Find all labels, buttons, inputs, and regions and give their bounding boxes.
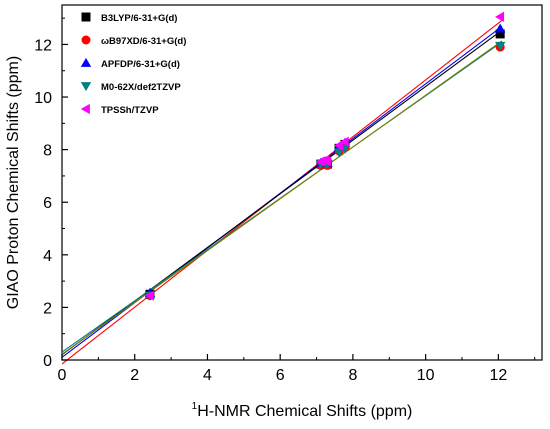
data-point xyxy=(495,41,506,51)
y-tick-label: 10 xyxy=(34,90,52,107)
plot-area xyxy=(61,4,543,365)
y-tick-label: 12 xyxy=(34,37,52,54)
legend-label: TPSSh/TZVP xyxy=(101,105,159,116)
data-point xyxy=(315,156,325,167)
legend-marker xyxy=(80,57,92,67)
data-point xyxy=(333,148,345,158)
legend: B3LYP/6-31+G(d) ωB97XD/6-31+G(d) APFDP/6-3… xyxy=(80,12,186,116)
x-axis-title: 1H-NMR Chemical Shifts (ppm) xyxy=(192,401,413,420)
x-axis: 0 2 4 6 8 10 12 xyxy=(58,354,536,384)
x-tick-label: 8 xyxy=(348,367,357,384)
legend-label: ωB97XD/6-31+G(d) xyxy=(101,36,186,47)
legend-marker xyxy=(81,12,91,22)
data-point xyxy=(144,290,154,301)
plot-frame xyxy=(61,4,543,361)
x-tick-label: 10 xyxy=(417,367,435,384)
data-point xyxy=(322,156,332,167)
y-axis-title: GIAO Proton Chemical Shifts (ppm) xyxy=(5,56,22,309)
data-markers xyxy=(144,11,506,301)
y-tick-label: 2 xyxy=(43,300,52,317)
y-tick-label: 4 xyxy=(43,248,52,265)
legend-label: M0-62X/def2TZVP xyxy=(101,82,181,93)
fit-lines xyxy=(61,19,503,365)
data-point xyxy=(333,140,343,151)
legend-marker xyxy=(81,35,91,45)
y-tick-label: 8 xyxy=(43,143,52,160)
x-tick-label: 0 xyxy=(58,367,67,384)
legend-label: APFDP/6-31+G(d) xyxy=(101,59,180,70)
x-axis-title-text: H-NMR Chemical Shifts (ppm) xyxy=(197,403,412,420)
data-point xyxy=(339,136,349,147)
y-axis: 0 2 4 6 8 10 12 xyxy=(34,17,68,370)
x-tick-label: 4 xyxy=(203,367,212,384)
data-point xyxy=(495,23,506,33)
legend-label: B3LYP/6-31+G(d) xyxy=(101,13,177,24)
data-point xyxy=(495,29,505,39)
y-tick-label: 0 xyxy=(43,353,52,370)
y-tick-label: 6 xyxy=(43,195,52,212)
data-point xyxy=(495,11,505,23)
x-tick-label: 2 xyxy=(130,367,139,384)
x-tick-label: 6 xyxy=(276,367,285,384)
fit-line xyxy=(61,40,503,355)
legend-marker xyxy=(80,82,92,92)
x-axis-title-superscript: 1 xyxy=(192,401,198,412)
x-tick-label: 12 xyxy=(489,367,507,384)
legend-marker xyxy=(80,103,90,115)
